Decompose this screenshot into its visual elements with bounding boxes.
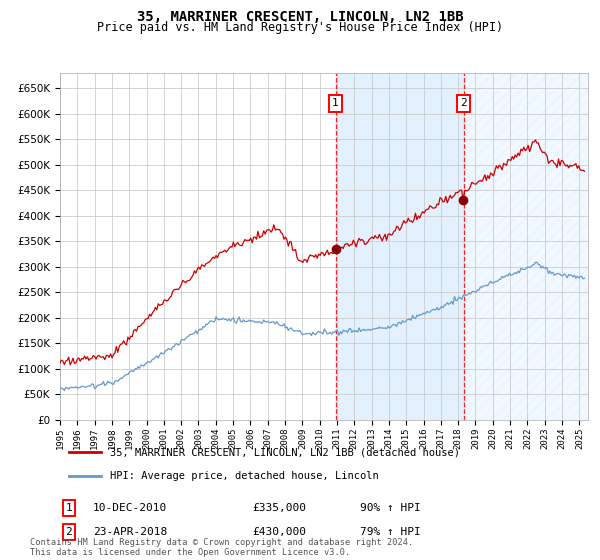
Text: 2: 2 [65,527,73,537]
Text: 35, MARRINER CRESCENT, LINCOLN, LN2 1BB (detached house): 35, MARRINER CRESCENT, LINCOLN, LN2 1BB … [110,447,460,457]
Text: HPI: Average price, detached house, Lincoln: HPI: Average price, detached house, Linc… [110,471,378,481]
Text: 1: 1 [332,99,339,109]
Text: £335,000: £335,000 [252,503,306,513]
Text: 90% ↑ HPI: 90% ↑ HPI [360,503,421,513]
Text: £430,000: £430,000 [252,527,306,537]
Bar [464,73,600,420]
Text: 35, MARRINER CRESCENT, LINCOLN, LN2 1BB: 35, MARRINER CRESCENT, LINCOLN, LN2 1BB [137,10,463,24]
Text: Contains HM Land Registry data © Crown copyright and database right 2024.
This d: Contains HM Land Registry data © Crown c… [30,538,413,557]
Text: 10-DEC-2010: 10-DEC-2010 [93,503,167,513]
Text: 2: 2 [460,99,467,109]
Text: 79% ↑ HPI: 79% ↑ HPI [360,527,421,537]
Text: Price paid vs. HM Land Registry's House Price Index (HPI): Price paid vs. HM Land Registry's House … [97,21,503,34]
Text: 1: 1 [65,503,73,513]
Bar [335,73,464,420]
Text: 23-APR-2018: 23-APR-2018 [93,527,167,537]
